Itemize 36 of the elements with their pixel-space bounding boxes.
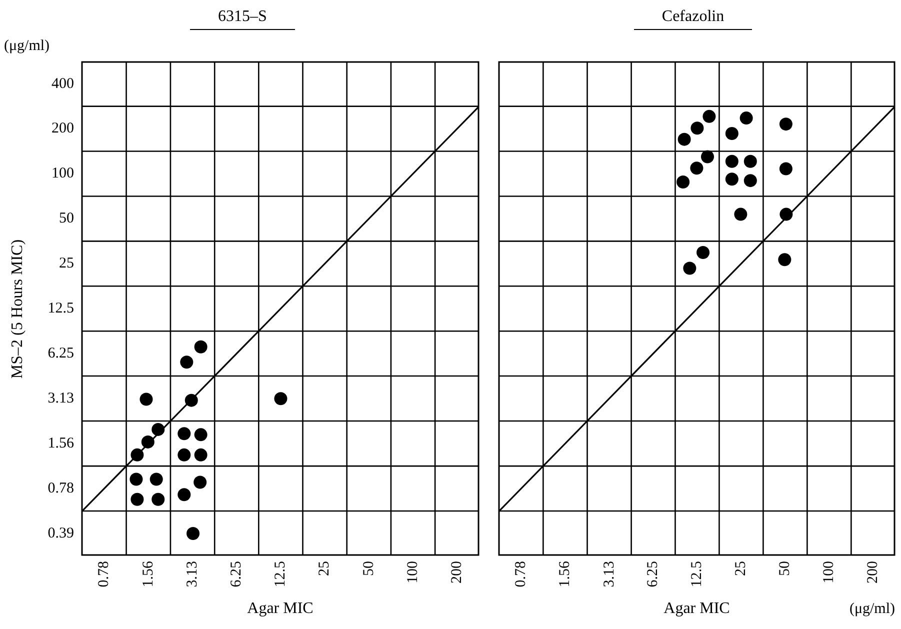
x-tick-label: 0.78 [96,561,112,588]
chart-title: 6315–S [190,8,295,30]
x-tick-label: 3.13 [601,561,618,588]
y-tick-label: 50 [59,210,74,227]
x-tick-label: 200 [865,561,882,584]
y-axis-title: MS–2 (5 Hours MIC) [9,238,27,381]
x-tick-label: 25 [316,561,333,576]
x-tick-label: 6.25 [645,561,662,588]
y-tick-label: 1.56 [48,436,74,452]
x-tick-label: 1.56 [140,560,156,588]
x-tick-label: 3.13 [184,561,201,588]
y-tick-label: 400 [52,76,74,92]
y-tick-label: 3.13 [48,390,74,406]
y-tick-label: 6.25 [48,346,74,362]
y-tick-label: 12.5 [48,300,74,317]
y-tick-label: 25 [59,256,74,272]
x-tick-label: 100 [821,561,838,584]
x-tick-label: 6.25 [228,561,245,588]
chart-title: Cefazolin [634,8,752,30]
y-tick-label: 0.78 [48,480,74,496]
x-tick-label: 100 [404,561,421,584]
x-axis-title: Agar MIC [664,600,730,617]
y-tick-label: 200 [52,120,74,137]
x-tick-label: 25 [733,561,750,576]
y-tick-label: 100 [52,166,74,182]
x-tick-label: 0.78 [513,561,530,588]
text: (μg/ml) [4,38,50,55]
x-tick-label: 50 [360,561,377,576]
x-tick-label: 200 [449,561,466,584]
x-tick-label: 50 [777,561,794,576]
y-tick-label: 0.39 [48,525,74,542]
x-tick-label: 12.5 [272,561,289,588]
x-axis-title: Agar MIC [246,600,314,618]
text: (μg/ml) [849,601,895,618]
x-tick-label: 1.56 [557,560,574,588]
x-tick-label: 12.5 [689,561,706,588]
